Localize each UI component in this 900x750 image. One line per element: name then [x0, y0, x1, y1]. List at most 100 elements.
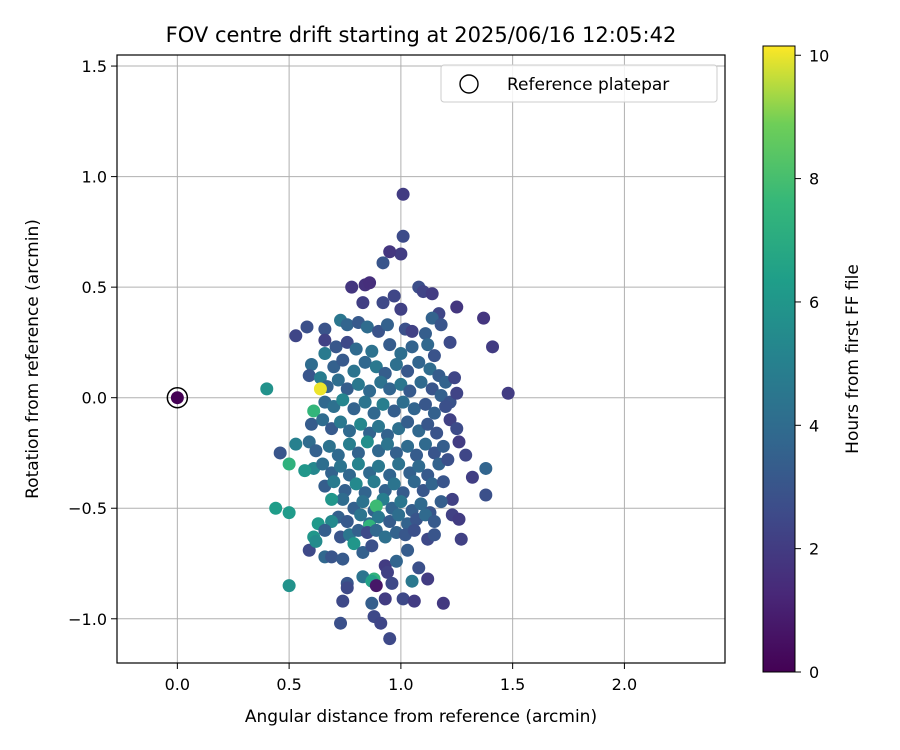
data-point	[436, 439, 450, 453]
data-point	[351, 457, 365, 471]
data-point	[356, 495, 370, 509]
data-point	[418, 397, 432, 411]
legend-box	[440, 64, 718, 103]
data-point	[367, 406, 381, 420]
data-point	[423, 362, 437, 376]
data-point	[425, 477, 439, 491]
data-point	[394, 302, 408, 316]
data-point	[356, 296, 370, 310]
data-point	[351, 446, 365, 460]
data-point	[445, 492, 459, 506]
data-point	[434, 495, 448, 509]
data-point	[334, 415, 348, 429]
data-point	[405, 340, 419, 354]
data-point	[479, 461, 493, 475]
data-point	[334, 459, 348, 473]
data-point	[389, 358, 403, 372]
data-point	[349, 477, 363, 491]
data-point	[394, 346, 408, 360]
data-point	[318, 523, 332, 537]
reference-marker	[166, 386, 189, 409]
data-point	[309, 534, 323, 548]
data-point	[427, 528, 441, 542]
data-point	[334, 616, 348, 630]
plot-frame	[116, 54, 726, 664]
y-tick-label: 0.0	[82, 389, 107, 408]
data-point	[443, 335, 457, 349]
data-point	[289, 437, 303, 451]
data-point	[412, 459, 426, 473]
data-point	[392, 457, 406, 471]
data-point	[365, 596, 379, 610]
data-point	[367, 475, 381, 489]
data-point	[374, 616, 388, 630]
data-point	[459, 448, 473, 462]
data-point	[387, 477, 401, 491]
data-point	[347, 402, 361, 416]
data-point	[425, 382, 439, 396]
data-point	[407, 523, 421, 537]
data-point	[282, 579, 296, 593]
data-point	[378, 530, 392, 544]
data-point	[347, 364, 361, 378]
data-point	[354, 508, 368, 522]
data-point	[416, 484, 430, 498]
data-point	[342, 437, 356, 451]
colorbar-tick-label: 0	[809, 663, 819, 682]
data-point	[347, 537, 361, 551]
data-point	[329, 340, 343, 354]
colorbar: 0 2 4 6 8 10 Hours from first FF file	[762, 45, 863, 682]
data-point	[427, 446, 441, 460]
data-point	[372, 419, 386, 433]
data-point	[412, 355, 426, 369]
data-point	[412, 561, 426, 575]
data-point	[383, 245, 397, 259]
data-point	[452, 435, 466, 449]
data-point	[450, 300, 464, 314]
data-point	[318, 322, 332, 336]
colorbar-tick-label: 10	[809, 46, 829, 65]
data-point	[383, 632, 397, 646]
data-point	[325, 515, 339, 529]
data-point	[405, 324, 419, 338]
data-point	[407, 402, 421, 416]
data-point	[392, 422, 406, 436]
data-point	[316, 457, 330, 471]
data-point	[418, 437, 432, 451]
data-point	[380, 565, 394, 579]
data-point	[336, 594, 350, 608]
data-point	[327, 400, 341, 414]
data-point	[304, 417, 318, 431]
data-point	[405, 574, 419, 588]
data-point	[383, 338, 397, 352]
data-point	[325, 492, 339, 506]
data-point	[170, 391, 184, 405]
data-point	[336, 492, 350, 506]
data-point	[418, 508, 432, 522]
data-point	[269, 501, 283, 515]
data-point	[360, 320, 374, 334]
data-point	[450, 386, 464, 400]
x-axis-label: Angular distance from reference (arcmin)	[245, 707, 597, 727]
data-point	[394, 247, 408, 261]
data-point	[383, 515, 397, 529]
data-point	[501, 386, 515, 400]
data-point	[356, 545, 370, 559]
data-point	[418, 327, 432, 341]
colorbar-tick-label: 2	[809, 540, 819, 559]
data-point	[441, 453, 455, 467]
data-point	[376, 256, 390, 270]
y-tick-label: 1.0	[82, 168, 107, 187]
data-point	[387, 404, 401, 418]
data-point	[479, 488, 493, 502]
data-point	[372, 459, 386, 473]
data-point	[389, 554, 403, 568]
colorbar-tick-label: 8	[809, 170, 819, 189]
data-point	[427, 406, 441, 420]
data-point	[342, 468, 356, 482]
x-tick-label: 1.0	[388, 675, 413, 694]
data-point	[427, 349, 441, 363]
data-point	[396, 229, 410, 243]
data-point	[434, 388, 448, 402]
